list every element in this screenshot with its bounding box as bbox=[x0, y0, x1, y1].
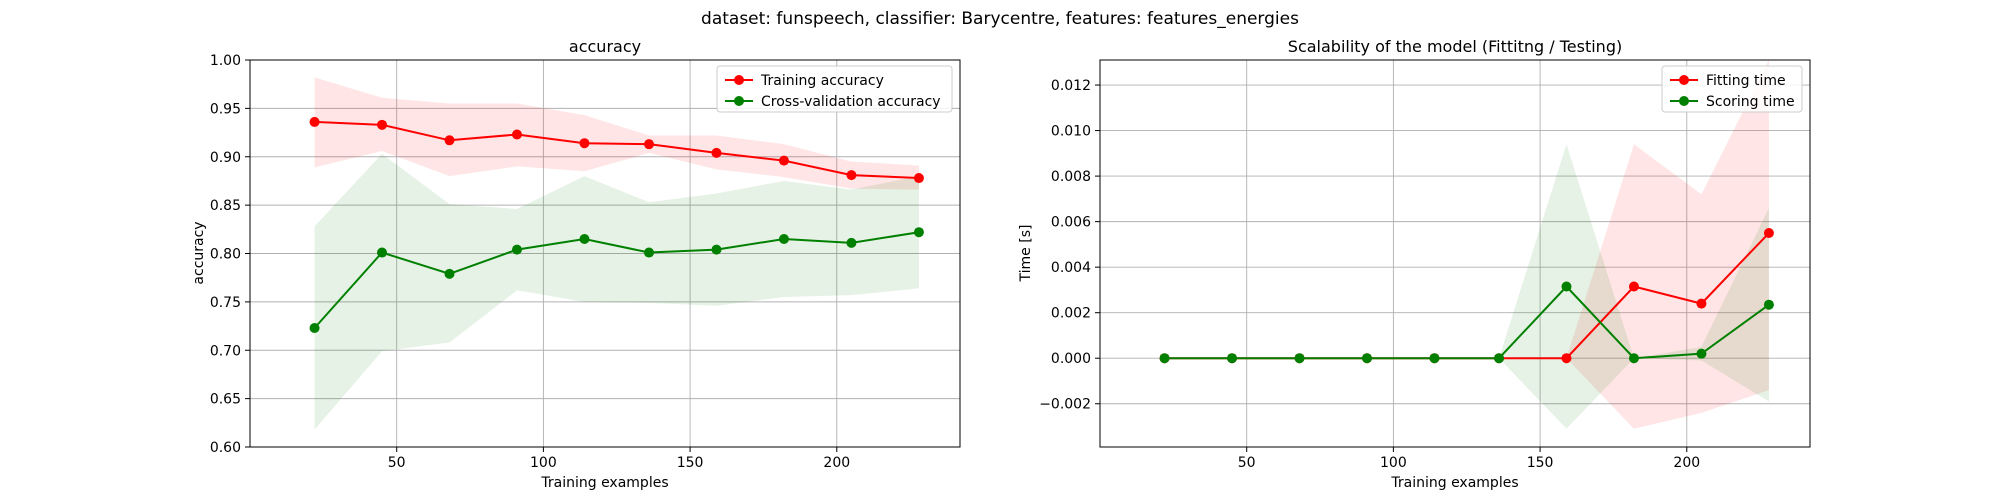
data-point bbox=[579, 233, 590, 244]
x-tick-label: 100 bbox=[530, 455, 557, 471]
y-axis-label: Time [s] bbox=[1018, 225, 1034, 283]
data-point bbox=[1561, 281, 1572, 292]
y-tick-label: 0.60 bbox=[210, 440, 241, 456]
x-tick-label: 50 bbox=[388, 455, 406, 471]
chart-accuracy: accuracy Training examples accuracy 50 10… bbox=[191, 37, 961, 491]
y-tick-label: 0.004 bbox=[1051, 260, 1091, 276]
legend-label: Cross-validation accuracy bbox=[761, 94, 941, 110]
data-point bbox=[1159, 353, 1170, 364]
y-tick-label: −0.002 bbox=[1039, 397, 1091, 413]
legend-marker bbox=[1679, 96, 1689, 106]
data-point bbox=[377, 247, 388, 258]
y-tick-label: 0.80 bbox=[210, 247, 241, 263]
data-point bbox=[1494, 353, 1505, 364]
data-point bbox=[913, 227, 924, 238]
data-point bbox=[1294, 353, 1305, 364]
x-tick-label: 200 bbox=[1673, 455, 1700, 471]
chart-title: accuracy bbox=[569, 37, 641, 56]
y-tick-label: 0.90 bbox=[210, 150, 241, 166]
figure-suptitle: dataset: funspeech, classifier: Barycent… bbox=[701, 9, 1299, 29]
x-tick-label: 150 bbox=[1527, 455, 1554, 471]
x-axis-label: Training examples bbox=[540, 475, 668, 491]
data-point bbox=[711, 147, 722, 158]
y-tick-label: 0.95 bbox=[210, 101, 241, 117]
y-tick-label: 0.010 bbox=[1051, 124, 1091, 140]
y-tick-label: 0.012 bbox=[1051, 78, 1091, 94]
data-point bbox=[1628, 353, 1639, 364]
legend-box bbox=[716, 65, 953, 113]
data-point bbox=[1628, 281, 1639, 292]
data-point bbox=[444, 135, 455, 146]
data-point bbox=[846, 237, 857, 248]
y-tick-label: 0.006 bbox=[1051, 215, 1091, 231]
y-tick-label: 0.000 bbox=[1051, 351, 1091, 367]
data-point bbox=[1763, 299, 1774, 310]
data-point bbox=[1763, 228, 1774, 239]
legend-label: Fitting time bbox=[1706, 73, 1786, 89]
data-point bbox=[644, 139, 655, 150]
data-point bbox=[644, 247, 655, 258]
y-tick-label: 0.70 bbox=[210, 343, 241, 359]
data-point bbox=[711, 244, 722, 255]
chart-scalability: Scalability of the model (Fittitng / Tes… bbox=[1018, 37, 1811, 491]
data-point bbox=[913, 173, 924, 184]
x-tick-label: 200 bbox=[823, 455, 850, 471]
y-tick-label: 0.85 bbox=[210, 198, 241, 214]
data-point bbox=[1361, 353, 1372, 364]
data-point bbox=[846, 170, 857, 181]
y-tick-label: 1.00 bbox=[210, 53, 241, 69]
data-point bbox=[579, 138, 590, 149]
legend-marker bbox=[734, 75, 744, 85]
data-point bbox=[444, 268, 455, 279]
data-point bbox=[511, 244, 522, 255]
legend-label: Scoring time bbox=[1706, 94, 1795, 110]
series-line bbox=[313, 231, 920, 329]
data-point bbox=[1696, 298, 1707, 309]
data-point bbox=[1227, 353, 1238, 364]
data-point bbox=[309, 322, 320, 333]
y-tick-label: 0.65 bbox=[210, 392, 241, 408]
data-point bbox=[1429, 353, 1440, 364]
data-point bbox=[511, 129, 522, 140]
x-axis-label: Training examples bbox=[1390, 475, 1518, 491]
data-point bbox=[778, 233, 789, 244]
data-point bbox=[377, 119, 388, 130]
legend-marker bbox=[1679, 75, 1689, 85]
confidence-band bbox=[314, 153, 919, 430]
series-line bbox=[1164, 285, 1770, 360]
chart-title: Scalability of the model (Fittitng / Tes… bbox=[1288, 37, 1622, 56]
x-tick-label: 50 bbox=[1238, 455, 1256, 471]
y-tick-label: 0.008 bbox=[1051, 169, 1091, 185]
y-tick-label: 0.002 bbox=[1051, 306, 1091, 322]
data-point bbox=[1696, 348, 1707, 359]
data-point bbox=[778, 155, 789, 166]
x-tick-label: 150 bbox=[677, 455, 704, 471]
confidence-band bbox=[1164, 60, 1769, 429]
y-axis-label: accuracy bbox=[191, 221, 207, 284]
x-tick-label: 100 bbox=[1380, 455, 1407, 471]
plot-frame bbox=[1099, 59, 1811, 448]
data-point bbox=[309, 116, 320, 127]
legend-label: Training accuracy bbox=[760, 73, 884, 89]
legend-marker bbox=[734, 96, 744, 106]
data-point bbox=[1561, 353, 1572, 364]
confidence-band bbox=[314, 77, 919, 190]
confidence-band bbox=[1164, 144, 1769, 429]
y-tick-label: 0.75 bbox=[210, 295, 241, 311]
series-line bbox=[314, 120, 919, 180]
